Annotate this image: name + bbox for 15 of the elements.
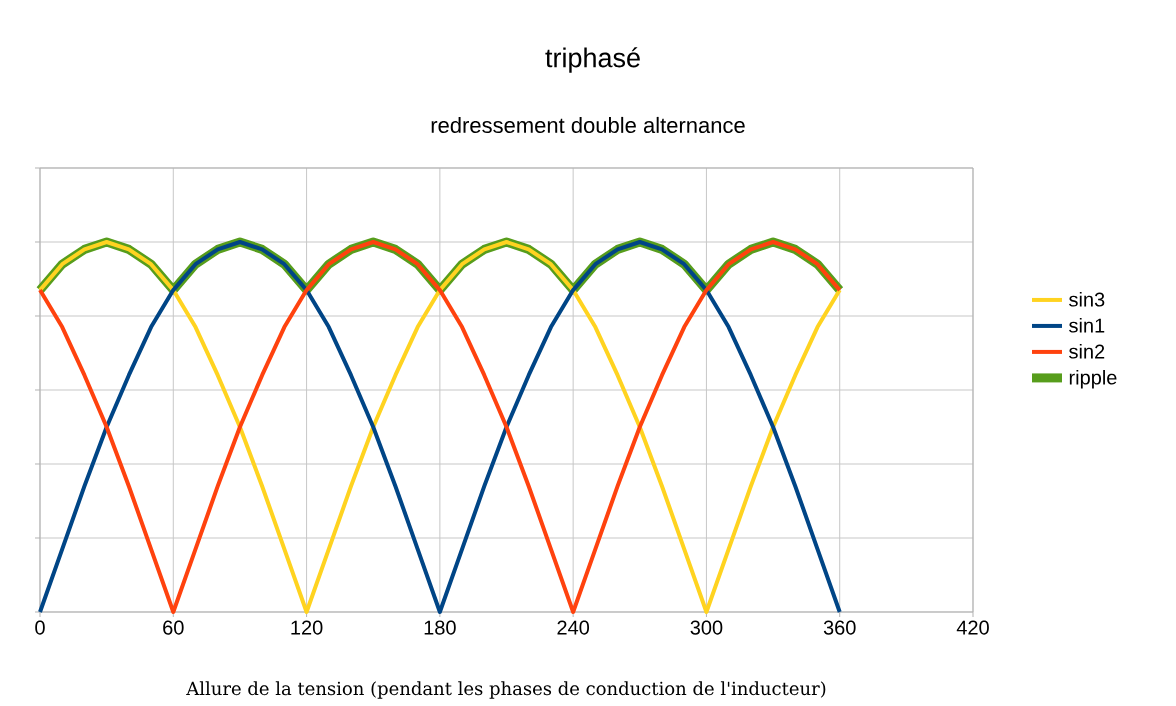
- x-tick-label: 180: [424, 620, 456, 635]
- legend-label: ripple: [1069, 369, 1117, 389]
- chart-title: triphasé: [545, 47, 640, 73]
- chart-subtitle: redressement double alternance: [431, 116, 745, 134]
- legend-label: sin1: [1069, 317, 1105, 333]
- legend-label: sin2: [1069, 343, 1105, 359]
- x-tick-label: 300: [690, 620, 723, 635]
- x-tick-label: 360: [823, 620, 856, 635]
- x-tick-label: 240: [557, 620, 590, 635]
- x-tick-label: 60: [163, 620, 184, 635]
- x-tick-label: 0: [35, 620, 45, 635]
- x-tick-label: 120: [291, 620, 323, 635]
- x-axis-title: Allure de la tension (pendant les phases de conduction de l'inducteur): [186, 681, 826, 699]
- x-tick-label: 420: [956, 620, 989, 635]
- legend-label: sin3: [1069, 291, 1105, 307]
